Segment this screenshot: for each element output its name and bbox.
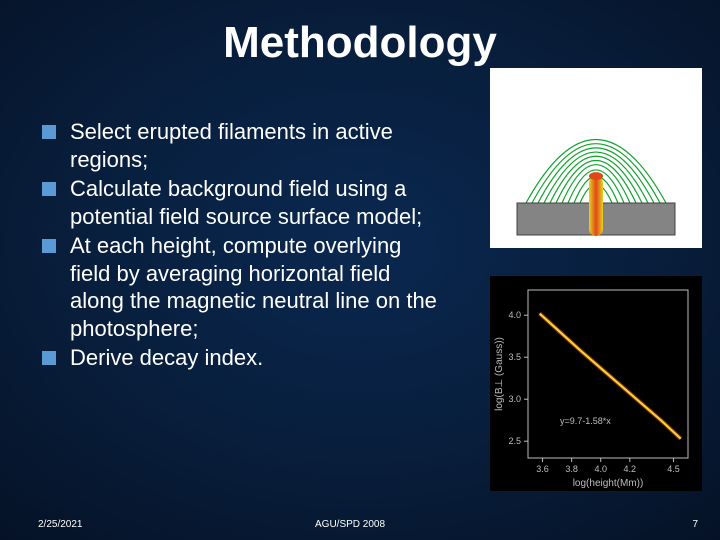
bullet-icon	[42, 182, 56, 196]
svg-text:2.5: 2.5	[508, 436, 521, 446]
bullet-item: At each height, compute overlying field …	[42, 232, 442, 342]
footer-page-number: 7	[692, 519, 698, 530]
svg-text:3.6: 3.6	[536, 464, 549, 474]
svg-text:3.0: 3.0	[508, 394, 521, 404]
svg-text:4.5: 4.5	[667, 464, 680, 474]
figure-decay-plot: 3.6 3.8 4.0 4.2 4.5 2.5 3.0 3.5 4.0 log(height(Mm…	[490, 276, 702, 491]
footer-conference: AGU/SPD 2008	[315, 519, 385, 530]
page-title: Methodology	[0, 18, 720, 68]
svg-text:3.5: 3.5	[508, 352, 521, 362]
footer-date: 2/25/2021	[38, 519, 83, 530]
fieldlines-svg	[490, 68, 702, 248]
svg-text:4.0: 4.0	[594, 464, 607, 474]
bullet-icon	[42, 239, 56, 253]
bullet-text: At each height, compute overlying field …	[70, 232, 442, 342]
decay-plot-svg: 3.6 3.8 4.0 4.2 4.5 2.5 3.0 3.5 4.0 log(height(Mm…	[490, 276, 702, 491]
bullet-text: Calculate background field using a poten…	[70, 175, 442, 230]
bullet-text: Select erupted filaments in active regio…	[70, 118, 442, 173]
bullet-list: Select erupted filaments in active regio…	[42, 118, 442, 374]
bullet-item: Calculate background field using a poten…	[42, 175, 442, 230]
svg-text:y=9.7-1.58*x: y=9.7-1.58*x	[560, 416, 611, 426]
bullet-item: Select erupted filaments in active regio…	[42, 118, 442, 173]
svg-text:log(height(Mm)): log(height(Mm))	[573, 478, 644, 489]
figure-field-lines	[490, 68, 702, 248]
bullet-text: Derive decay index.	[70, 344, 263, 372]
bullet-item: Derive decay index.	[42, 344, 442, 372]
svg-text:3.8: 3.8	[565, 464, 578, 474]
svg-text:4.2: 4.2	[624, 464, 637, 474]
bullet-icon	[42, 125, 56, 139]
bullet-icon	[42, 351, 56, 365]
svg-text:4.0: 4.0	[508, 310, 521, 320]
svg-text:log(B⊥ (Gauss)): log(B⊥ (Gauss))	[494, 337, 505, 411]
